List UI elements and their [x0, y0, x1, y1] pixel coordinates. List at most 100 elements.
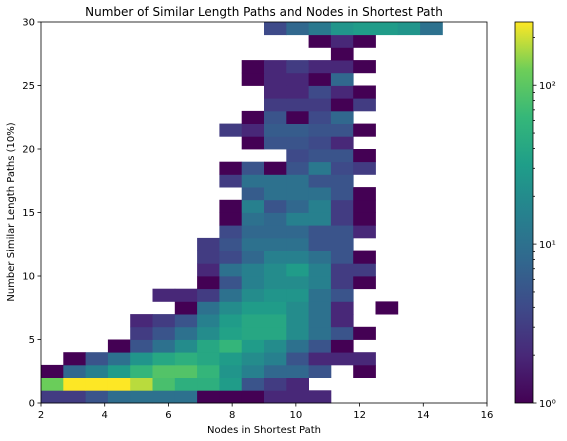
heatmap-cell	[308, 149, 332, 163]
heatmap-cell	[286, 276, 309, 290]
heatmap-cell	[353, 161, 376, 175]
heatmap-cell	[219, 352, 243, 366]
heatmap-cell	[353, 352, 376, 366]
heatmap-cell	[107, 364, 131, 378]
heatmap-cell	[264, 136, 287, 150]
heatmap-cell	[63, 390, 86, 404]
heatmap-cell	[152, 314, 176, 328]
heatmap-cell	[219, 276, 243, 290]
heatmap-cell	[286, 212, 309, 226]
heatmap-cell	[241, 110, 265, 124]
heatmap-cell	[219, 123, 243, 137]
heatmap-cell	[241, 187, 265, 201]
heatmap-cell	[286, 377, 309, 391]
heatmap-cell	[152, 339, 176, 353]
heatmap-cell	[330, 263, 354, 277]
heatmap-cell	[308, 250, 332, 264]
heatmap-cell	[330, 98, 354, 112]
heatmap-cell	[130, 352, 153, 366]
y-tick-label: 30	[22, 18, 35, 29]
heatmap-cell	[152, 352, 176, 366]
heatmap-cell	[330, 301, 354, 315]
heatmap-cell	[241, 276, 265, 290]
heatmap-cell	[330, 276, 354, 290]
heatmap-cell	[308, 339, 332, 353]
heatmap-cell	[241, 339, 265, 353]
heatmap-cell	[264, 352, 287, 366]
heatmap-cell	[353, 364, 376, 378]
heatmap-cell	[308, 161, 332, 175]
heatmap-cell	[330, 34, 354, 48]
x-tick-label: 4	[102, 410, 108, 421]
heatmap-cell	[219, 301, 243, 315]
heatmap-cell	[353, 276, 376, 290]
heatmap-cell	[152, 288, 176, 302]
heatmap-cell	[107, 390, 131, 404]
colorbar-tick-label: 10¹	[539, 240, 556, 251]
heatmap-cell	[241, 237, 265, 251]
heatmap-cell	[308, 352, 332, 366]
heatmap-cell	[107, 377, 131, 391]
y-tick-label: 0	[29, 399, 35, 410]
heatmap-cell	[308, 85, 332, 99]
heatmap-cell	[264, 98, 287, 112]
heatmap-cell	[286, 352, 309, 366]
heatmap-cell	[41, 390, 64, 404]
heatmap-cell	[264, 22, 287, 36]
heatmap-cell	[174, 339, 198, 353]
heatmap-cell	[85, 390, 109, 404]
heatmap-cell	[130, 326, 153, 340]
heatmap-cell	[286, 174, 309, 188]
heatmap-cell	[197, 250, 220, 264]
heatmap-cell	[174, 326, 198, 340]
heatmap-cell	[264, 123, 287, 137]
x-axis-label: Nodes in Shortest Path	[207, 425, 321, 436]
heatmap-cell	[330, 60, 354, 74]
heatmap-cell	[219, 314, 243, 328]
heatmap-cell	[197, 288, 220, 302]
heatmap-cell	[286, 72, 309, 86]
heatmap-cell	[130, 364, 153, 378]
heatmap-cell	[397, 22, 421, 36]
heatmap-cell	[152, 377, 176, 391]
heatmap-cell	[308, 288, 332, 302]
heatmap-cell	[197, 352, 220, 366]
heatmap-cell	[264, 339, 287, 353]
heatmap-cell	[330, 161, 354, 175]
heatmap-cell	[308, 276, 332, 290]
heatmap-cell	[241, 174, 265, 188]
heatmap-cell	[107, 352, 131, 366]
heatmap-cell	[308, 314, 332, 328]
heatmap-cell	[264, 288, 287, 302]
heatmap-cell	[308, 60, 332, 74]
heatmap-cell	[174, 352, 198, 366]
heatmap-cell	[130, 314, 153, 328]
heatmap-cell	[353, 212, 376, 226]
heatmap-cell	[264, 85, 287, 99]
heatmap-cell	[241, 377, 265, 391]
heatmap-cell	[197, 276, 220, 290]
heatmap-cell	[264, 187, 287, 201]
heatmap-cell	[241, 250, 265, 264]
heatmap-cell	[219, 288, 243, 302]
heatmap-cell	[286, 123, 309, 137]
y-tick-label: 10	[22, 272, 35, 283]
heatmap-cell	[353, 123, 376, 137]
heatmap-cell	[375, 301, 399, 315]
heatmap-cell	[130, 390, 153, 404]
heatmap-cell	[308, 326, 332, 340]
x-tick-label: 2	[38, 410, 44, 421]
heatmap-cell	[241, 288, 265, 302]
heatmap-cell	[330, 174, 354, 188]
heatmap-cell	[241, 225, 265, 239]
heatmap-cell	[264, 377, 287, 391]
heatmap-cells	[41, 22, 443, 404]
heatmap-cell	[264, 212, 287, 226]
heatmap-cell	[264, 314, 287, 328]
heatmap-cell	[330, 110, 354, 124]
heatmap-cell	[308, 110, 332, 124]
colorbar-ticks: 10⁰ 10¹ 10²	[533, 36, 556, 410]
heatmap-cell	[219, 237, 243, 251]
heatmap-cell	[286, 237, 309, 251]
heatmap-cell	[308, 263, 332, 277]
